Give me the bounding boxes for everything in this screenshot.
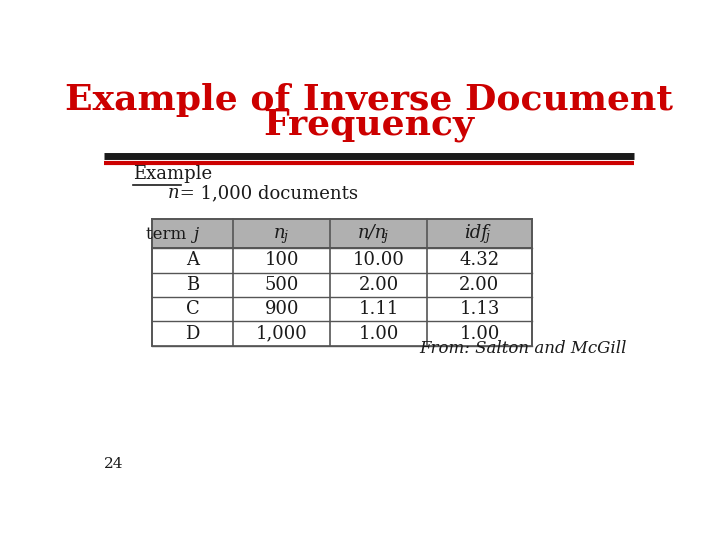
Text: n: n bbox=[274, 224, 285, 242]
Text: B: B bbox=[186, 276, 199, 294]
Text: j: j bbox=[283, 230, 287, 243]
Text: 24: 24 bbox=[104, 457, 123, 471]
Text: idf: idf bbox=[464, 224, 488, 242]
Text: n: n bbox=[168, 184, 179, 202]
Text: Frequency: Frequency bbox=[264, 108, 474, 142]
Text: 2.00: 2.00 bbox=[359, 276, 399, 294]
Text: 10.00: 10.00 bbox=[353, 251, 405, 269]
Text: D: D bbox=[186, 325, 200, 342]
Text: j: j bbox=[194, 226, 199, 242]
Text: 500: 500 bbox=[265, 276, 299, 294]
Bar bbox=[152, 219, 532, 248]
Bar bbox=[152, 248, 532, 346]
Text: From: Salton and McGill: From: Salton and McGill bbox=[419, 340, 626, 357]
Text: Example of Inverse Document: Example of Inverse Document bbox=[65, 83, 673, 117]
Text: Example: Example bbox=[132, 165, 212, 184]
Text: 1.13: 1.13 bbox=[459, 300, 500, 318]
Text: 4.32: 4.32 bbox=[459, 251, 500, 269]
Text: = 1,000 documents: = 1,000 documents bbox=[174, 184, 359, 202]
Text: 1.00: 1.00 bbox=[459, 325, 500, 342]
Text: 1.00: 1.00 bbox=[359, 325, 399, 342]
Text: 900: 900 bbox=[264, 300, 299, 318]
Text: 100: 100 bbox=[264, 251, 299, 269]
Text: 1.11: 1.11 bbox=[359, 300, 399, 318]
Text: term: term bbox=[146, 226, 192, 242]
Text: A: A bbox=[186, 251, 199, 269]
Text: C: C bbox=[186, 300, 199, 318]
Text: j: j bbox=[383, 230, 387, 243]
Text: 1,000: 1,000 bbox=[256, 325, 307, 342]
Text: j: j bbox=[485, 230, 489, 243]
Text: n/n: n/n bbox=[358, 224, 387, 242]
Text: 2.00: 2.00 bbox=[459, 276, 500, 294]
